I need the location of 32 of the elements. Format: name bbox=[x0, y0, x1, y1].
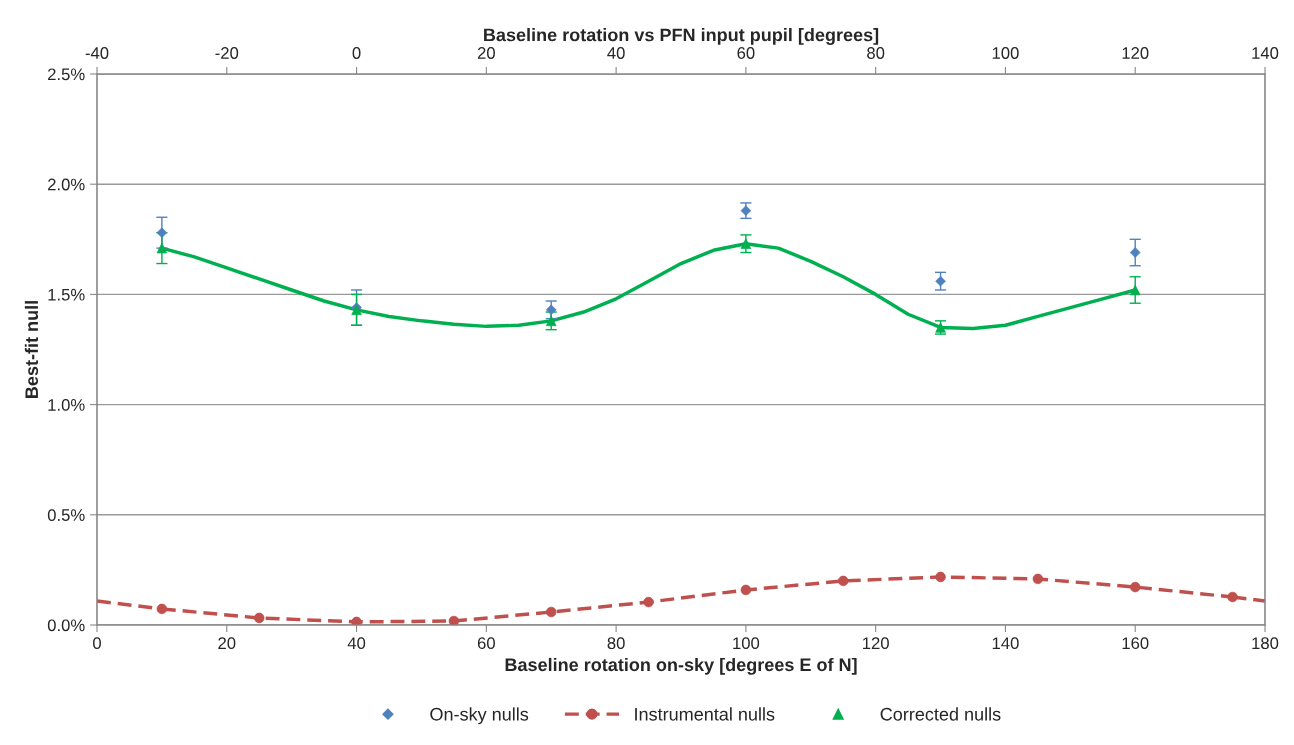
x-tick-label: 60 bbox=[477, 637, 495, 650]
x2-tick-label: 20 bbox=[477, 47, 495, 59]
x2-tick-label: 60 bbox=[737, 47, 755, 59]
x-tick-label: 100 bbox=[733, 637, 760, 650]
y-tick-label: 0.5% bbox=[47, 509, 85, 521]
legend-label: Corrected nulls bbox=[880, 707, 1001, 721]
y-tick-label: 1.0% bbox=[48, 399, 85, 411]
x-tick-label: 40 bbox=[347, 637, 366, 650]
x2-tick-label: 120 bbox=[1122, 47, 1149, 59]
legend-label: Instrumental nulls bbox=[635, 707, 775, 721]
x2-tick-label: 0 bbox=[352, 47, 361, 59]
y-tick-label: 2.5% bbox=[48, 68, 85, 81]
y-axis-title: Best-fit null bbox=[24, 301, 39, 398]
x-tick-label: 140 bbox=[992, 637, 1019, 650]
x2-tick-label: 100 bbox=[992, 47, 1019, 59]
x-tick-label: 180 bbox=[1252, 637, 1279, 650]
x-tick-label: 80 bbox=[607, 637, 625, 650]
x2-tick-label: -20 bbox=[215, 47, 239, 59]
x-tick-label: 120 bbox=[863, 637, 889, 650]
x-axis-title: Baseline rotation on-sky [degrees E of N] bbox=[505, 657, 857, 675]
legend-label: On-sky nulls bbox=[430, 707, 529, 725]
x2-tick-label: -40 bbox=[85, 47, 109, 59]
y-tick-label: 2.0% bbox=[48, 178, 85, 191]
y-tick-label: 1.5% bbox=[48, 288, 85, 301]
x-tick-label: 20 bbox=[218, 637, 236, 650]
y-tick-label: 0.0% bbox=[47, 619, 85, 632]
x2-axis-title: Baseline rotation vs PFN input pupil [degrees] bbox=[484, 28, 879, 45]
x2-tick-label: 140 bbox=[1252, 47, 1279, 59]
x2-tick-label: 80 bbox=[867, 47, 885, 59]
x-tick-label: 0 bbox=[93, 637, 101, 650]
x2-tick-label: 40 bbox=[607, 47, 625, 59]
x-tick-label: 160 bbox=[1122, 637, 1149, 650]
